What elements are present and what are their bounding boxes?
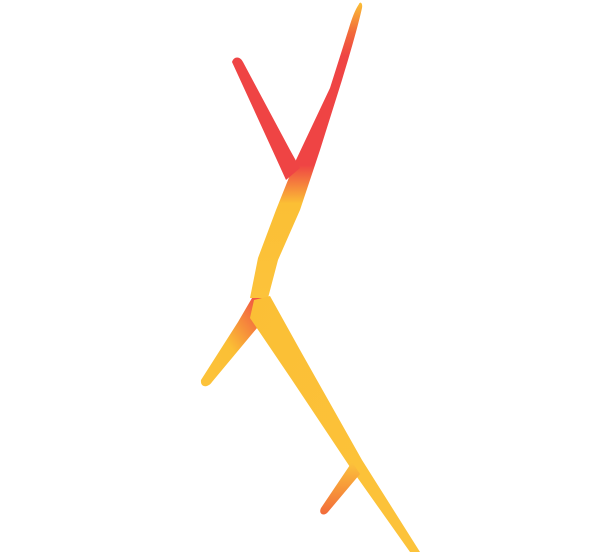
bolt-upper-stroke	[250, 2, 363, 299]
bolt-lower-left-branch	[200, 298, 266, 387]
bolt-twig	[320, 462, 360, 515]
bolt-lower-diagonal	[250, 296, 420, 552]
bolt-left-branch	[232, 57, 300, 180]
